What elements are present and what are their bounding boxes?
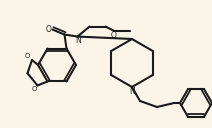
Text: O: O <box>111 31 116 40</box>
Text: O: O <box>46 25 52 34</box>
Text: O: O <box>24 53 30 59</box>
Text: O: O <box>32 86 37 92</box>
Text: N: N <box>129 88 135 97</box>
Text: N: N <box>76 36 81 45</box>
